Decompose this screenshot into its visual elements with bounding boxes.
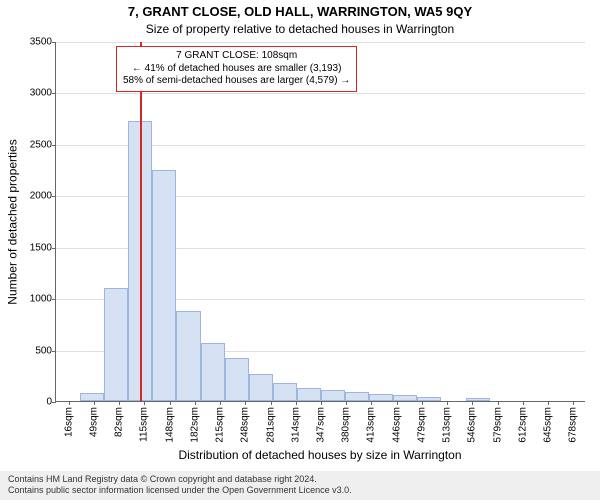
- x-tick-mark: [321, 401, 322, 405]
- y-tick-mark: [52, 299, 56, 300]
- marker-line: [140, 42, 142, 401]
- histogram-bar: [273, 383, 297, 402]
- chart-title-sub: Size of property relative to detached ho…: [0, 22, 600, 36]
- y-tick-mark: [52, 248, 56, 249]
- y-tick-label: 2500: [30, 139, 52, 150]
- x-tick-mark: [397, 401, 398, 405]
- x-tick-mark: [447, 401, 448, 405]
- histogram-bar: [345, 392, 369, 401]
- x-tick-label: 546sqm: [467, 407, 478, 443]
- x-tick-label: 446sqm: [391, 407, 402, 443]
- x-tick-label: 479sqm: [416, 407, 427, 443]
- chart-title-main: 7, GRANT CLOSE, OLD HALL, WARRINGTON, WA…: [0, 4, 600, 19]
- x-tick-label: 215sqm: [215, 407, 226, 443]
- histogram-bar: [176, 311, 200, 402]
- x-tick-label: 612sqm: [517, 407, 528, 443]
- annotation-line: 7 GRANT CLOSE: 108sqm: [123, 50, 350, 63]
- chart-container: { "chart": { "type": "histogram", "title…: [0, 0, 600, 500]
- x-tick-label: 678sqm: [568, 407, 579, 443]
- x-tick-label: 82sqm: [114, 407, 125, 437]
- x-tick-mark: [144, 401, 145, 405]
- x-tick-mark: [371, 401, 372, 405]
- histogram-bar: [104, 288, 128, 401]
- x-tick-label: 16sqm: [63, 407, 74, 437]
- x-tick-mark: [69, 401, 70, 405]
- x-tick-mark: [94, 401, 95, 405]
- x-tick-mark: [220, 401, 221, 405]
- x-tick-mark: [573, 401, 574, 405]
- histogram-bar: [466, 398, 490, 401]
- plot-area: 050010001500200025003000350016sqm49sqm82…: [55, 42, 585, 402]
- y-tick-label: 2000: [30, 191, 52, 202]
- y-tick-mark: [52, 402, 56, 403]
- y-axis-label-text: Number of detached properties: [6, 139, 20, 304]
- y-tick-mark: [52, 196, 56, 197]
- footer-line-2: Contains public sector information licen…: [8, 485, 592, 497]
- y-tick-label: 0: [46, 397, 52, 408]
- y-tick-label: 500: [35, 345, 52, 356]
- x-tick-label: 347sqm: [316, 407, 327, 443]
- y-tick-label: 1000: [30, 294, 52, 305]
- x-tick-mark: [346, 401, 347, 405]
- annotation-line: ← 41% of detached houses are smaller (3,…: [123, 63, 350, 76]
- histogram-bar: [297, 388, 321, 401]
- x-tick-label: 645sqm: [543, 407, 554, 443]
- x-tick-mark: [422, 401, 423, 405]
- x-tick-mark: [119, 401, 120, 405]
- x-tick-mark: [271, 401, 272, 405]
- y-tick-mark: [52, 93, 56, 94]
- histogram-bar: [225, 358, 249, 401]
- histogram-bar: [80, 393, 104, 401]
- y-tick-label: 1500: [30, 242, 52, 253]
- y-tick-label: 3500: [30, 37, 52, 48]
- x-tick-mark: [548, 401, 549, 405]
- x-tick-mark: [296, 401, 297, 405]
- x-tick-label: 248sqm: [240, 407, 251, 443]
- histogram-bar: [369, 394, 393, 401]
- x-axis-label: Distribution of detached houses by size …: [55, 448, 585, 462]
- x-tick-mark: [523, 401, 524, 405]
- histogram-bar: [152, 170, 176, 401]
- x-tick-label: 115sqm: [139, 407, 150, 442]
- y-tick-mark: [52, 145, 56, 146]
- histogram-bar: [321, 390, 345, 401]
- grid-line: [56, 93, 585, 94]
- annotation-line: 58% of semi-detached houses are larger (…: [123, 75, 350, 88]
- x-tick-mark: [170, 401, 171, 405]
- x-tick-label: 148sqm: [164, 407, 175, 443]
- x-tick-mark: [472, 401, 473, 405]
- y-axis-label: Number of detached properties: [6, 42, 20, 402]
- x-tick-label: 380sqm: [341, 407, 352, 443]
- x-tick-mark: [195, 401, 196, 405]
- x-tick-label: 579sqm: [492, 407, 503, 443]
- x-tick-label: 314sqm: [290, 407, 301, 443]
- x-tick-label: 182sqm: [189, 407, 200, 443]
- x-tick-label: 513sqm: [442, 407, 453, 443]
- footer: Contains HM Land Registry data © Crown c…: [0, 471, 600, 500]
- y-tick-label: 3000: [30, 88, 52, 99]
- x-tick-mark: [245, 401, 246, 405]
- y-tick-mark: [52, 351, 56, 352]
- annotation-box: 7 GRANT CLOSE: 108sqm← 41% of detached h…: [116, 46, 357, 92]
- histogram-bar: [249, 374, 273, 401]
- footer-line-1: Contains HM Land Registry data © Crown c…: [8, 474, 592, 486]
- x-tick-label: 413sqm: [366, 407, 377, 443]
- x-tick-mark: [498, 401, 499, 405]
- y-tick-mark: [52, 42, 56, 43]
- grid-line: [56, 42, 585, 43]
- histogram-bar: [201, 343, 225, 401]
- x-tick-label: 281sqm: [265, 407, 276, 443]
- x-tick-label: 49sqm: [88, 407, 99, 437]
